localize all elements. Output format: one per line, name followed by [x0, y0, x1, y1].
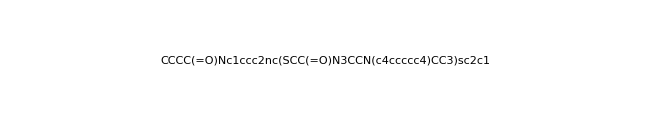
Text: CCCC(=O)Nc1ccc2nc(SCC(=O)N3CCN(c4ccccc4)CC3)sc2c1: CCCC(=O)Nc1ccc2nc(SCC(=O)N3CCN(c4ccccc4)…	[160, 56, 490, 65]
